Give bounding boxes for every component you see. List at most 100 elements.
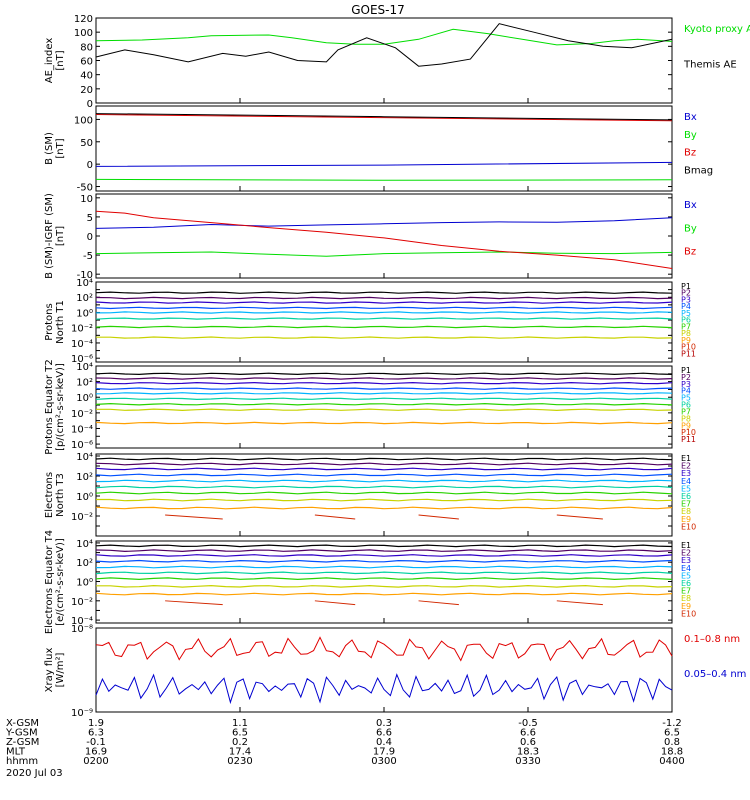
- y-tick-label: 10⁰: [76, 393, 93, 404]
- y-axis-unit: [nT]: [55, 50, 66, 70]
- orbit-value-x-gsm: 1.1: [232, 718, 248, 729]
- flux-channel-line: [96, 336, 673, 339]
- y-tick-label: 80: [80, 42, 93, 53]
- series-by: [95, 251, 673, 257]
- flux-channel-line: [95, 592, 673, 596]
- series-bz: [95, 114, 673, 122]
- orbit-value-x-gsm: -1.2: [662, 718, 682, 729]
- flux-channel-line: [95, 325, 673, 329]
- y-tick-label: 0: [87, 99, 93, 110]
- flux-channel-segment: [165, 600, 223, 606]
- panel-frame: [95, 627, 673, 713]
- orbit-value-mlt: 18.8: [661, 747, 683, 758]
- y-tick-label: 10⁻⁹: [71, 708, 93, 719]
- orbit-value-mlt: 18.3: [517, 747, 539, 758]
- flux-channel-line: [95, 577, 673, 581]
- orbit-value-y-gsm: 6.6: [376, 728, 392, 739]
- legend-bz: Bz: [684, 148, 696, 159]
- y-tick-label: 0: [87, 232, 93, 243]
- legend-bz: Bz: [684, 247, 696, 258]
- flux-channel-line: [96, 584, 673, 588]
- orbit-value-z-gsm: -0.1: [86, 737, 106, 748]
- plot-title: GOES-17: [351, 3, 405, 17]
- date-label: 2020 Jul 03: [6, 768, 63, 779]
- flux-channel-line: [95, 402, 673, 406]
- flux-channel-line: [95, 565, 673, 569]
- panel-protons_t2: Protons Equator T2 [p/(cm²-s-sr-keV)] 10⁴ 1…: [44, 359, 696, 455]
- y-tick-label: 10⁰: [76, 492, 93, 503]
- flux-channel-line: [95, 306, 673, 310]
- orbit-row-label: MLT: [6, 747, 26, 758]
- y-axis-label: Electrons: [44, 472, 55, 518]
- legend-themis-ae: Themis AE: [683, 60, 737, 71]
- legend-e5: E5: [681, 484, 691, 493]
- legend-e1: E1: [681, 454, 691, 463]
- y-tick-label: 100: [74, 28, 93, 39]
- panel-frame: [95, 453, 673, 537]
- orbit-value-mlt: 17.9: [373, 747, 395, 758]
- y-tick-label: -10: [77, 270, 93, 281]
- flux-channel-line: [95, 457, 673, 461]
- y-axis-label: B (SM)-IGRF (SM): [44, 193, 55, 279]
- y-tick-label: 0: [87, 160, 93, 171]
- panel-bigrf: B (SM)-IGRF (SM) [nT] -10 -5 0 5 10 Bx By Bz: [44, 193, 697, 281]
- legend-p1: P1: [681, 282, 691, 291]
- legend-p11: P11: [681, 349, 696, 358]
- y-axis-unit: North T3: [55, 473, 66, 517]
- panel-xray: Xray flux [W/m²] 10⁻⁸ 10⁻⁹ 0.1–0.8 nm 0.05–0.…: [44, 624, 746, 719]
- legend-p9: P9: [681, 421, 691, 430]
- flux-channel-line: [95, 372, 673, 376]
- y-tick-label: 10⁻⁴: [71, 339, 93, 350]
- legend-e5: E5: [681, 571, 691, 580]
- legend-kyoto-proxy-ae: Kyoto proxy AE: [684, 24, 750, 35]
- legend-p4: P4: [681, 302, 691, 311]
- legend-by: By: [684, 130, 697, 141]
- orbit-value-z-gsm: 0.2: [232, 737, 248, 748]
- orbit-value-x-gsm: 1.9: [88, 718, 104, 729]
- flux-channel-segment: [165, 514, 223, 520]
- y-tick-label: 10⁻⁸: [71, 624, 93, 635]
- series-themis-ae: [95, 23, 673, 67]
- y-axis-label: Electrons Equator T4: [44, 530, 55, 634]
- y-axis-unit: North T1: [55, 300, 66, 344]
- panel-frame: [95, 281, 673, 363]
- flux-channel-segment: [314, 514, 356, 520]
- y-tick-label: 10⁰: [76, 578, 93, 589]
- panel-protons_t1: Protons North T1 10⁴ 10² 10⁰ 10⁻² 10⁻⁴ 10⁻⁶ P1P2…: [44, 278, 696, 365]
- flux-channel-line: [95, 311, 673, 314]
- orbit-value-y-gsm: 6.5: [664, 728, 680, 739]
- series-by: [95, 178, 673, 181]
- flux-channel-line: [95, 559, 673, 563]
- y-tick-label: 10⁻⁴: [71, 616, 93, 627]
- legend-e6: E6: [681, 579, 691, 588]
- legend-p7: P7: [681, 322, 691, 331]
- orbit-value-mlt: 17.4: [229, 747, 251, 758]
- orbit-value-z-gsm: 0.6: [520, 737, 536, 748]
- legend-p8: P8: [681, 414, 691, 423]
- series-0.1-0.8-nm: [95, 636, 673, 662]
- y-axis-unit: [nT]: [55, 226, 66, 246]
- flux-channel-line: [96, 408, 673, 412]
- y-axis-label: AE_index: [44, 38, 55, 84]
- legend-e3: E3: [681, 469, 691, 478]
- legend-p4: P4: [681, 387, 691, 396]
- series-kyoto-proxy-ae: [95, 28, 673, 46]
- orbit-value-hhmm: 0330: [515, 756, 540, 767]
- y-tick-label: -50: [77, 183, 93, 194]
- series-bx: [95, 217, 673, 229]
- legend-p6: P6: [681, 401, 691, 410]
- y-tick-label: 10⁻²: [71, 324, 93, 335]
- legend-e10: E10: [681, 609, 696, 618]
- y-tick-label: 10⁻⁴: [71, 424, 93, 435]
- y-tick-label: 120: [74, 14, 93, 25]
- flux-channel-line: [95, 506, 673, 510]
- y-axis-unit: [W/m²]: [55, 652, 66, 687]
- legend-bx: Bx: [684, 200, 697, 211]
- orbit-row-label: hhmm: [6, 756, 38, 767]
- orbit-value-hhmm: 0200: [83, 756, 108, 767]
- legend-p10: P10: [681, 428, 696, 437]
- legend-e1: E1: [681, 541, 691, 550]
- orbit-value-x-gsm: -0.5: [518, 718, 538, 729]
- legend-e10: E10: [681, 522, 696, 531]
- y-tick-label: 10²: [76, 472, 93, 483]
